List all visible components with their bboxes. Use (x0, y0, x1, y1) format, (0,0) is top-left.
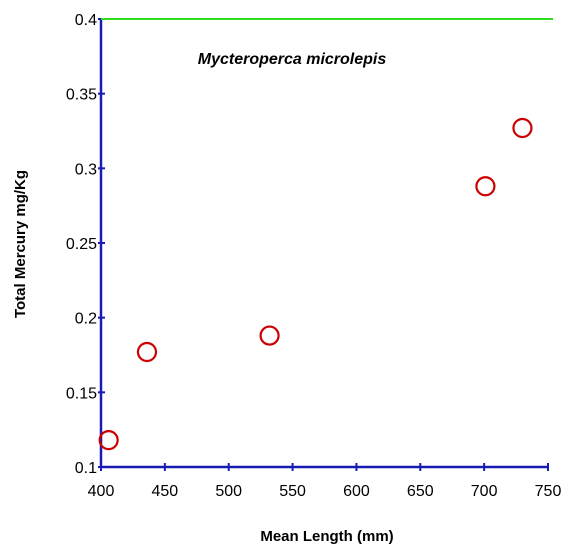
y-tick-label: 0.15 (66, 385, 97, 402)
data-point (512, 117, 533, 139)
data-point (98, 430, 119, 451)
y-tick-labels: 0.1 0.15 0.2 0.25 0.3 0.35 0.4 (66, 12, 97, 477)
y-tick-label: 0.25 (66, 236, 97, 253)
y-tick-label: 0.2 (75, 311, 97, 328)
x-tick-label: 750 (535, 483, 562, 500)
x-tick-label: 400 (88, 483, 115, 500)
data-points (98, 117, 533, 451)
y-axis-title: Total Mercury mg/Kg (12, 170, 29, 318)
axes (98, 18, 549, 471)
x-tick-label: 600 (343, 483, 370, 500)
species-annotation: Mycteroperca microlepis (198, 51, 387, 68)
x-axis-title: Mean Length (mm) (260, 528, 393, 545)
x-tick-label: 550 (279, 483, 306, 500)
x-tick-label: 650 (407, 483, 434, 500)
data-point (136, 341, 158, 363)
y-tick-label: 0.35 (66, 87, 97, 104)
x-tick-label: 500 (215, 483, 242, 500)
data-point (475, 176, 496, 197)
y-tick-label: 0.3 (75, 161, 97, 178)
y-tick-label: 0.1 (75, 460, 97, 477)
x-tick-labels: 400 450 500 550 600 650 700 750 (88, 483, 562, 500)
x-tick-label: 700 (471, 483, 498, 500)
data-point (259, 325, 280, 346)
x-tick-label: 450 (152, 483, 179, 500)
y-tick-label: 0.4 (75, 12, 97, 29)
